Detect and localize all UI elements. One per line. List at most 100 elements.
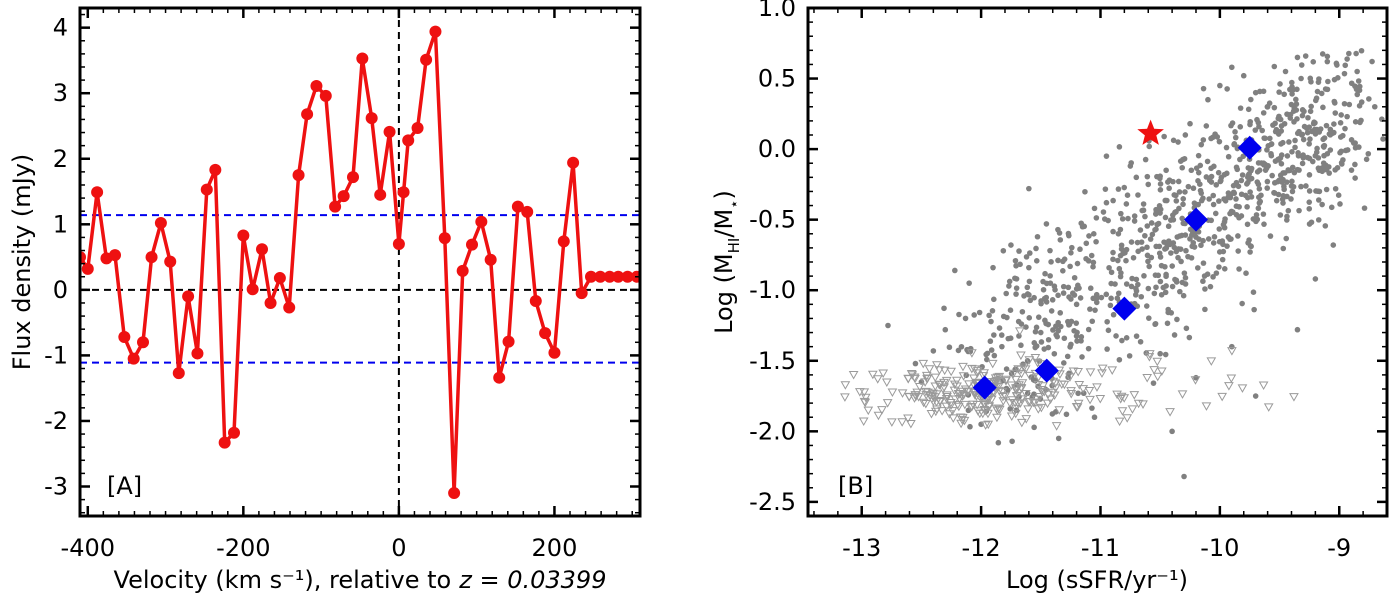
panel-b-detection-point [1301,108,1307,115]
panel-b-detection-point [1041,346,1048,352]
panel-a-data-point [448,487,461,500]
panel-b-detection-point [1229,343,1235,350]
panel-b-non-detection-marker [1144,353,1155,362]
panel-b-detection-point [1116,144,1123,150]
panel-b-detection-point [1026,250,1033,256]
panel-b-detection-point [1162,214,1169,221]
panel-b-detection-point [1322,223,1329,229]
panel-b-detection-point [1324,53,1331,60]
panel-a-y-tick-label: -1 [44,341,68,369]
panel-b-detection-point [1163,271,1169,278]
panel-b-detection-point [1087,285,1094,292]
panel-b-detection-point [1089,405,1095,411]
panel-a-data-point [493,371,506,384]
panel-b-detection-point [1264,147,1270,153]
panel-b-detection-point [1178,258,1184,265]
panel-b-detection-point [1306,221,1313,227]
panel-b-detection-point [1312,97,1319,104]
panel-b-detection-point [1053,331,1059,338]
panel-b-detection-point [1288,183,1295,189]
panel-b-detection-point [1299,160,1306,167]
panel-b-detection-point [1026,185,1032,192]
panel-b-detection-point [1269,172,1275,179]
panel-b-detection-point [1255,205,1262,212]
panel-b-detection-point [1172,276,1178,283]
panel-b-non-detection-marker [903,414,913,424]
panel-b-non-detection-marker [904,393,914,402]
panel-b-non-detection-marker [1048,377,1059,387]
panel-b-detection-point [1306,172,1313,178]
panel-b-detection-point [995,439,1002,446]
panel-b-detection-point [1327,132,1334,138]
panel-b-non-detection-marker [1050,384,1061,393]
panel-b-detection-point [1064,353,1071,360]
panel-b-non-detection-marker [1165,408,1175,417]
panel-b-non-detection-marker [958,391,969,400]
panel-b-detection-point [1208,173,1215,180]
panel-b-detection-point [1154,221,1160,228]
panel-b-non-detection-marker [1045,395,1056,404]
panel-b-detection-point [1083,255,1089,262]
panel-a-data-point [237,229,250,242]
panel-b-detection-point [1119,337,1125,344]
panel-b-detection-point [1104,346,1110,352]
panel-b-detection-point [1127,163,1134,169]
panel-b-y-axis-label: Log (MHI/M⋆) [710,190,743,334]
panel-a-data-point [392,237,405,250]
panel-b-non-detection-marker [991,377,1002,386]
panel-b-detection-point [1171,192,1178,198]
panel-b-non-detection-marker [1138,400,1148,409]
panel-b-detection-point [1055,292,1061,299]
panel-b-detection-point [1276,89,1282,95]
panel-b-detection-point [1296,207,1302,214]
panel-b-detection-point [1187,226,1194,233]
panel-a-data-point [127,352,140,365]
panel-b-detection-point [1223,170,1230,177]
panel-b-detection-point [1118,210,1124,217]
panel-b-x-axis-label: Log (sSFR/yr⁻¹) [1006,566,1188,594]
panel-a-data-point [585,270,597,283]
panel-a-data-point [383,125,396,138]
panel-b-detection-point [1043,221,1050,227]
panel-b-y-tick-label: 0.0 [758,135,796,163]
panel-b-detection-point [1296,167,1302,173]
panel-a-data-point [310,80,323,93]
panel-b-detection-point [1337,120,1344,126]
panel-b-detection-point [1233,211,1240,218]
panel-a-data-point [154,216,167,229]
panel-b-detection-point [1193,234,1199,240]
panel-b-detection-point [1110,256,1116,263]
panel-b-detection-point [1066,370,1072,377]
panel-b-detection-point [1108,295,1114,302]
panel-b-detection-point [1144,244,1150,251]
panel-b-detection-point [1169,263,1176,269]
panel-b-detection-point [1278,123,1285,129]
panel-b-detection-point [1267,233,1274,239]
panel-a-data-point [118,331,131,344]
panel-b-detection-point [962,315,969,322]
panel-b-detection-point [1252,393,1259,399]
panel-b-mean-diamond [972,375,997,400]
panel-b-detection-point [1165,179,1171,185]
panel-b-detection-point [1163,167,1169,174]
panel-b-detection-point [1061,360,1067,366]
panel-b-detection-point [1306,199,1313,205]
panel-b-detection-point [1055,435,1062,442]
panel-b-detection-point [1117,226,1124,233]
panel-a-data-point [191,347,204,360]
panel-b-detection-point [1047,247,1053,254]
panel-b-detection-point [1227,210,1233,217]
panel-b-detection-point [1338,112,1344,118]
panel-b-detection-point [1242,192,1249,199]
panel-a-data-point [603,270,616,283]
panel-b-detection-point [1213,182,1220,188]
panel-b-detection-point [1134,239,1141,246]
panel-b-detection-point [1065,284,1072,291]
panel-b-detection-point [1008,242,1014,248]
panel-b-non-detection-marker [949,386,960,396]
panel-b-detection-point [1303,183,1309,189]
panel-b-detection-point [1133,174,1140,181]
panel-b-non-detection-marker [1017,379,1028,388]
panel-b-detection-point [1264,185,1271,191]
